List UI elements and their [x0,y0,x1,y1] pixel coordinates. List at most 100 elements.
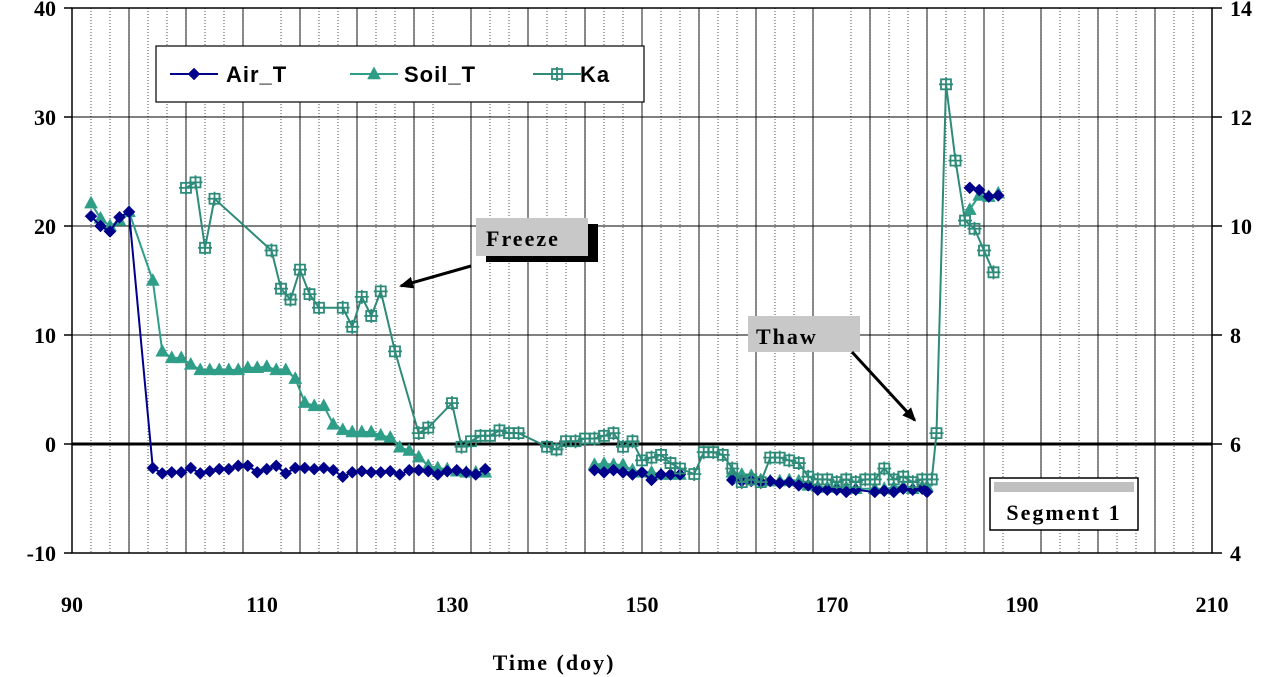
data-point [402,463,416,477]
data-point [202,362,217,376]
data-point [155,343,170,357]
data-point [445,396,459,411]
data-point [250,360,265,373]
series-ka [179,77,1001,490]
data-point [240,360,255,373]
data-point [221,362,236,376]
data-point [412,463,426,477]
data-point [259,359,274,372]
legend: Air_T Soil_T Ka [155,45,645,103]
data-point [250,465,264,479]
data-point [939,77,953,92]
data-point [402,443,417,456]
left-tick-label: -10 [27,541,56,566]
data-point [364,465,378,479]
data-point [450,463,464,477]
data-point [312,300,326,315]
right-tick-label: 4 [1230,541,1241,566]
thaw-arrow [850,350,917,422]
data-point [383,464,397,478]
x-tick-label: 90 [61,592,83,617]
data-point [288,461,302,475]
data-point [302,287,317,302]
data-point [165,465,179,479]
data-point [645,473,658,487]
data-point [374,465,388,479]
data-point [393,468,407,481]
data-point [307,462,321,476]
data-point [392,439,407,453]
data-point [145,272,160,286]
data-point [335,422,350,436]
data-point [94,219,107,233]
data-point [887,485,901,499]
data-point [188,175,203,190]
data-point [354,289,369,304]
data-point [122,205,136,219]
data-point [725,461,740,476]
data-point [316,398,331,412]
x-tick-label: 170 [816,592,849,617]
data-point [113,210,126,224]
data-point [773,476,787,490]
data-point [354,424,369,438]
data-point [877,484,891,498]
data-point [335,300,350,315]
data-point [364,308,379,323]
data-point [459,465,473,479]
data-point [920,485,934,499]
freeze-box [476,218,588,256]
data-point [549,442,564,457]
data-point [782,475,796,489]
left-tick-label: 20 [34,214,56,239]
series-air-t [84,181,1005,499]
data-point [283,292,298,307]
data-point [431,468,445,481]
right-tick-label: 6 [1230,432,1241,457]
data-point [326,416,341,430]
data-point [84,209,98,223]
x-axis-title: Time (doy) [493,650,616,675]
data-point [962,202,977,215]
data-point [440,464,454,478]
freeze-label: Freeze [486,226,560,251]
data-point [654,468,668,481]
data-point [317,461,331,475]
data-point [687,466,702,481]
data-point [588,463,601,477]
data-point [212,462,226,476]
data-point [84,195,98,209]
legend-label: Soil_T [404,62,476,87]
data-point [388,344,402,359]
data-point [336,470,350,484]
data-point [868,485,882,499]
data-point [924,472,939,487]
data-point [811,483,825,497]
data-point [421,464,435,478]
data-point [986,265,1001,280]
data-point [184,461,198,475]
right-tick-label: 14 [1230,0,1252,21]
data-point [607,463,620,477]
data-point [103,225,117,238]
data-point [231,459,245,473]
data-point [373,284,388,299]
data-point [606,426,621,441]
legend-marker [187,67,201,81]
left-tick-label: 10 [34,323,56,348]
data-point [635,465,649,479]
right-tick-label: 10 [1230,214,1252,239]
data-point [307,398,322,412]
data-point [991,189,1005,202]
segment-header [994,482,1134,492]
data-point [146,461,160,475]
data-point [469,468,483,481]
data-point [174,350,189,364]
data-point [345,319,360,334]
data-point [673,461,687,476]
data-point [274,281,288,296]
x-tick-label: 190 [1006,592,1039,617]
legend-marker [550,67,564,81]
data-point [222,462,236,476]
